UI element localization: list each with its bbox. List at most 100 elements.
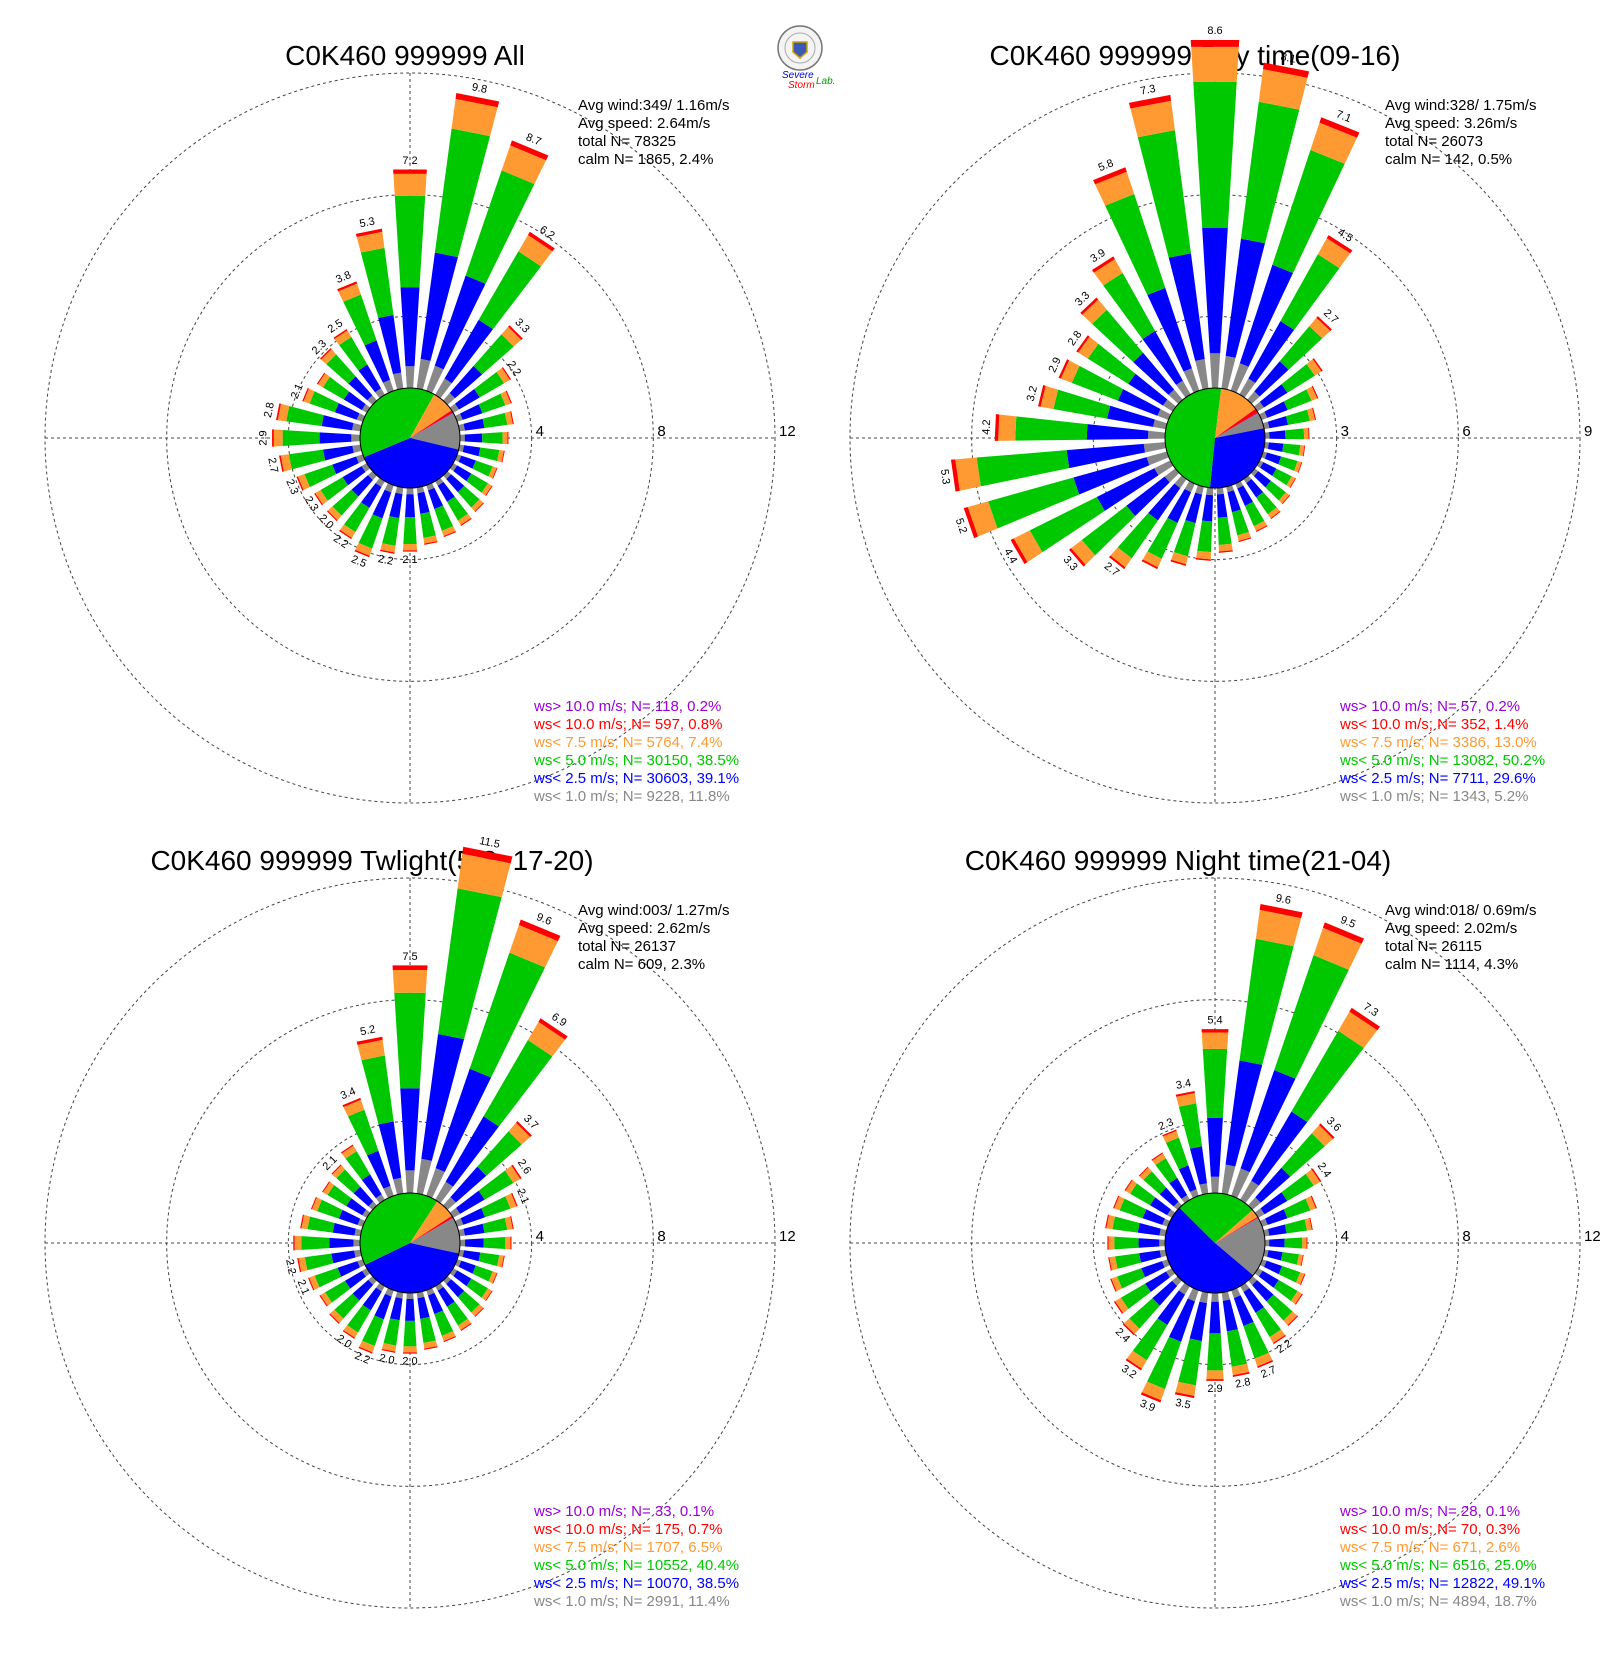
- bar-segment: [286, 405, 324, 427]
- direction-bar: [1240, 1282, 1286, 1345]
- legend-lt5: ws< 5.0 m/s; N= 30150, 38.5%: [533, 752, 739, 769]
- bar-segment: [1093, 259, 1123, 286]
- bar-segment: [478, 447, 500, 462]
- bar-value-label: 7.2: [402, 155, 417, 167]
- bar-segment: [1195, 558, 1211, 561]
- bar-segment: [457, 1318, 472, 1331]
- bar-segment: [332, 1165, 346, 1179]
- bar-segment: [1168, 389, 1183, 404]
- bar-segment: [434, 275, 486, 370]
- pie-outline: [1164, 387, 1266, 489]
- bar-segment: [1176, 380, 1191, 398]
- bar-segment: [1284, 1237, 1303, 1249]
- bar-value-label: 3.4: [339, 1085, 358, 1102]
- bar-segment: [501, 367, 512, 380]
- info-avg-wind: Avg wind:003/ 1.27m/s: [578, 902, 729, 919]
- bar-segment: [441, 526, 456, 537]
- direction-bar: [342, 1097, 394, 1199]
- bar-segment: [416, 1291, 425, 1299]
- direction-bar: [458, 444, 505, 463]
- bar-segment: [337, 281, 358, 292]
- bar-segment: [502, 431, 508, 445]
- info-calm-n: calm N= 142, 0.5%: [1385, 151, 1512, 168]
- direction-bar: [454, 454, 498, 479]
- direction-bar: [443, 471, 485, 513]
- bar-segment: [1269, 1329, 1286, 1343]
- bar-segment: [1147, 517, 1178, 559]
- bar-segment: [403, 517, 417, 545]
- bar-segment: [322, 1181, 335, 1196]
- bar-segment: [1148, 483, 1181, 521]
- bar-segment: [362, 1315, 384, 1347]
- bar-segment: [481, 1196, 511, 1218]
- bar-segment: [1282, 443, 1301, 456]
- bar-segment: [497, 1255, 504, 1268]
- bar-segment: [325, 1280, 351, 1303]
- bar-value-label: 2.0: [402, 1356, 417, 1368]
- bar-segment: [321, 415, 354, 431]
- direction-bar: [443, 1121, 532, 1210]
- direction-bar: [337, 281, 394, 394]
- legend-lt5: ws< 5.0 m/s; N= 13082, 50.2%: [1339, 752, 1545, 769]
- direction-bar: [449, 367, 512, 413]
- bar-segment: [342, 1330, 355, 1339]
- direction-bar: [322, 1181, 371, 1218]
- bar-segment: [381, 1343, 397, 1352]
- bar-segment: [501, 1255, 505, 1268]
- bar-segment: [1255, 525, 1268, 532]
- bar-segment: [394, 195, 426, 288]
- ring-label: 4: [1341, 1228, 1349, 1245]
- bar-segment: [1092, 309, 1144, 363]
- speed-legend: ws> 10.0 m/s; N= 33, 0.1% ws< 10.0 m/s; …: [533, 1503, 739, 1610]
- bar-segment: [400, 1088, 420, 1171]
- bar-segment: [447, 1301, 468, 1326]
- bar-segment: [460, 1323, 472, 1331]
- bar-segment: [478, 393, 506, 414]
- bar-value-label: 2.1: [402, 554, 417, 566]
- info-avg-speed: Avg speed: 2.64m/s: [578, 115, 710, 132]
- bar-segment: [458, 455, 476, 469]
- bar-segment: [340, 1144, 354, 1154]
- bar-segment: [1114, 1196, 1125, 1211]
- bar-segment: [362, 1287, 382, 1311]
- bar-segment: [1073, 457, 1150, 495]
- legend-lt10: ws< 10.0 m/s; N= 175, 0.7%: [533, 1521, 722, 1538]
- bar-value-label: 2.9: [1047, 356, 1064, 375]
- bar-segment: [1173, 520, 1196, 557]
- bar-segment: [1304, 1217, 1312, 1231]
- bar-segment: [457, 853, 511, 898]
- bar-segment: [1040, 385, 1059, 410]
- direction-bar: [1093, 167, 1200, 393]
- bar-segment: [1231, 1168, 1250, 1199]
- bar-segment: [1243, 475, 1252, 484]
- direction-bar: [1263, 1249, 1304, 1266]
- bar-segment: [352, 1279, 374, 1301]
- bar-segment: [1239, 378, 1256, 398]
- bar-segment: [1195, 485, 1204, 495]
- bar-segment: [460, 404, 483, 420]
- bar-segment: [441, 1331, 456, 1342]
- bar-segment: [459, 1239, 466, 1247]
- bar-segment: [1142, 330, 1183, 385]
- direction-bar: [1190, 39, 1240, 389]
- bar-segment: [326, 510, 338, 522]
- direction-bar: [1010, 460, 1174, 565]
- bar-segment: [465, 1238, 484, 1248]
- direction-bar: [1175, 1090, 1209, 1195]
- bar-segment: [354, 549, 370, 558]
- bar-segment: [1305, 1169, 1321, 1186]
- panel-title: C0K460 999999 Night time(21-04): [965, 845, 1391, 876]
- direction-bar: [435, 477, 472, 526]
- bar-segment: [482, 432, 503, 444]
- bar-segment: [395, 486, 404, 495]
- bar-segment: [504, 411, 513, 425]
- bar-segment: [1309, 317, 1331, 339]
- bar-segment: [1038, 385, 1046, 407]
- pie-slice: [1215, 413, 1265, 438]
- direction-bar: [340, 1144, 385, 1204]
- logo-word-lab: Lab.: [816, 76, 835, 87]
- bar-segment: [1113, 1301, 1124, 1314]
- panel-title: C0K460 999999 Twlight(5-8, 17-20): [150, 845, 593, 876]
- info-box: Avg wind:018/ 0.69m/s Avg speed: 2.02m/s…: [1385, 902, 1536, 973]
